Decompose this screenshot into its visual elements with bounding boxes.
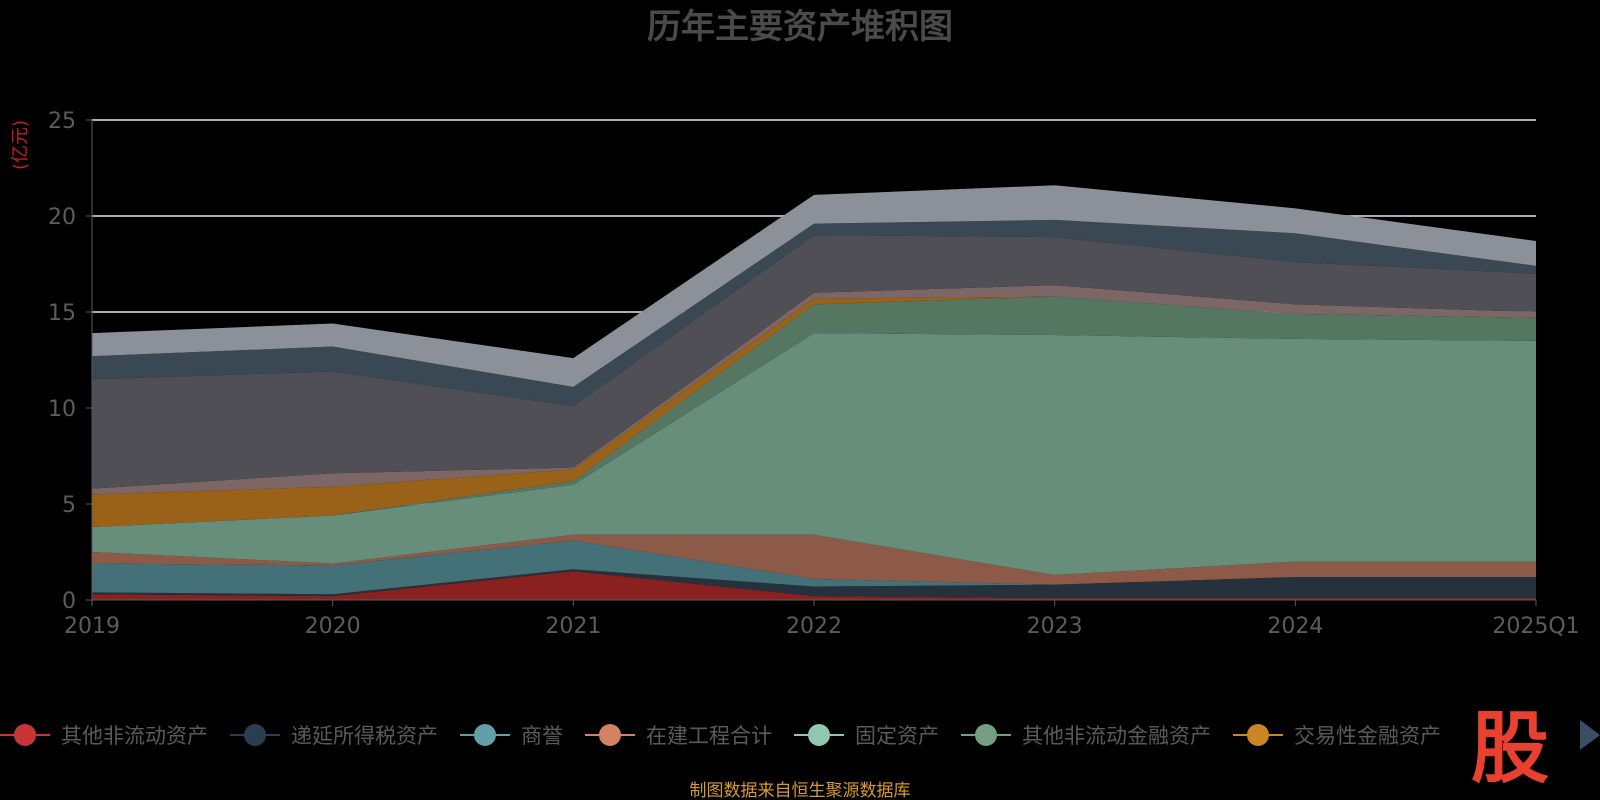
y-tick-label: 5 [62, 493, 76, 518]
area-4 [92, 333, 1536, 576]
x-tick-label: 2019 [64, 614, 120, 639]
legend-label: 其他非流动金融资产 [1022, 724, 1211, 748]
x-tick-label: 2023 [1027, 614, 1083, 639]
x-tick-label: 2020 [305, 614, 361, 639]
legend-item[interactable]: 递延所得税资产 [230, 724, 438, 748]
legend-marker [808, 724, 830, 746]
legend-item[interactable]: 其他非流动资产 [0, 724, 208, 748]
legend-marker [1247, 724, 1269, 746]
x-tick-label: 2021 [545, 614, 601, 639]
legend-label: 在建工程合计 [646, 724, 772, 748]
legend-label: 固定资产 [855, 724, 939, 748]
legend-marker [244, 724, 266, 746]
area-series [92, 185, 1536, 600]
y-tick-label: 25 [48, 109, 76, 134]
area-0 [92, 571, 1536, 600]
source-note: 制图数据来自恒生聚源数据库 [690, 781, 911, 800]
x-tick-label: 2025Q1 [1492, 614, 1579, 639]
legend-next-page-icon[interactable] [1580, 720, 1600, 750]
area-2 [92, 540, 1536, 595]
area-8 [92, 235, 1536, 489]
y-axis-unit: (亿元) [10, 120, 31, 170]
y-tick-label: 20 [48, 205, 76, 230]
legend-item[interactable]: 交易性金融资产 [1233, 724, 1441, 748]
legend-marker [14, 724, 36, 746]
area-6 [92, 296, 1536, 528]
y-tick-label: 10 [48, 397, 76, 422]
axes: 0 5 10 15 20 25 2019 2020 2021 2022 2023 2024 2025Q1 [48, 109, 1580, 639]
legend-item[interactable]: 固定资产 [794, 724, 939, 748]
area-1 [92, 569, 1536, 599]
x-tick-label: 2024 [1267, 614, 1323, 639]
legend-marker [975, 724, 997, 746]
watermark-logo: 股 [1471, 704, 1549, 794]
area-5 [92, 296, 1536, 528]
legend-item[interactable]: 其他非流动金融资产 [961, 724, 1211, 748]
legend-item[interactable]: 商誉 [460, 724, 563, 748]
legend-label: 其他非流动资产 [61, 724, 208, 748]
legend-marker [474, 724, 496, 746]
legend: 其他非流动资产 递延所得税资产 商誉 在建工程合计 固定资产 其他非流动金融资产 交易性金融… [0, 724, 1441, 748]
y-tick-label: 15 [48, 301, 76, 326]
y-tick-label: 0 [62, 589, 76, 614]
legend-item[interactable]: 在建工程合计 [585, 724, 772, 748]
legend-label: 递延所得税资产 [291, 724, 438, 748]
legend-marker [599, 724, 621, 746]
legend-label: 交易性金融资产 [1294, 724, 1441, 748]
legend-label: 商誉 [521, 724, 563, 748]
area-3 [92, 534, 1536, 585]
x-tick-label: 2022 [786, 614, 842, 639]
chart-title: 历年主要资产堆积图 [647, 7, 953, 47]
